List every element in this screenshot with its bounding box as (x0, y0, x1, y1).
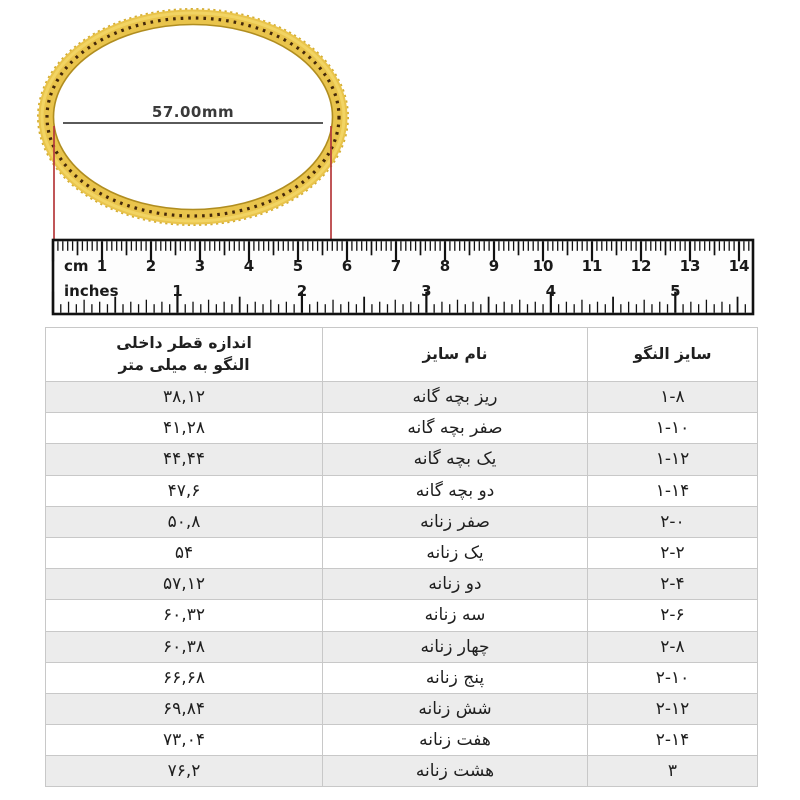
diameter-cell: ۳۸,۱۲ (45, 380, 323, 414)
diameter-cell: ۶۶,۶۸ (45, 661, 323, 694)
size-cell: ۱-۸ (587, 380, 758, 414)
ruler-body (51, 238, 755, 316)
svg-text:12: 12 (631, 257, 652, 275)
table-row: ۲-۰ صفر زنانه ۵۰,۸ (45, 505, 758, 538)
table-row: ۲-۴ دو زنانه ۵۷,۱۲ (45, 568, 758, 601)
table-row: ۲-۸ چهار زنانه ۶۰,۳۸ (45, 630, 758, 663)
svg-text:1: 1 (97, 257, 107, 275)
name-cell: صفر بچه گانه (322, 412, 588, 445)
header-bangle-size: سایز النگو (587, 327, 758, 382)
size-cell: ۲-۴ (587, 568, 758, 601)
table-row: ۱-۸ ریز بچه گانه ۳۸,۱۲ (45, 380, 758, 414)
diameter-cell: ۴۷,۶ (45, 474, 323, 507)
diameter-cell: ۶۰,۳۲ (45, 599, 323, 632)
table-row: ۳ هشت زنانه ۷۶,۲ (45, 755, 758, 788)
table-row: ۱-۱۰ صفر بچه گانه ۴۱,۲۸ (45, 412, 758, 445)
diameter-cell: ۵۷,۱۲ (45, 568, 323, 601)
table-row: ۲-۱۲ شش زنانه ۶۹,۸۴ (45, 692, 758, 726)
diameter-cell: ۵۴ (45, 536, 323, 570)
svg-text:5: 5 (670, 282, 680, 300)
table-row: ۲-۲ یک زنانه ۵۴ (45, 536, 758, 570)
size-cell: ۲-۱۲ (587, 692, 758, 726)
svg-text:11: 11 (582, 257, 603, 275)
svg-text:4: 4 (546, 282, 556, 300)
table-row: ۱-۱۲ یک بچه گانه ۴۴,۴۴ (45, 443, 758, 476)
table-row: ۲-۱۰ پنج زنانه ۶۶,۶۸ (45, 661, 758, 694)
header-size-name: نام سایز (322, 327, 588, 382)
name-cell: صفر زنانه (322, 505, 588, 538)
diameter-cell: ۴۴,۴۴ (45, 443, 323, 476)
name-cell: یک زنانه (322, 536, 588, 570)
size-cell: ۲-۶ (587, 599, 758, 632)
name-cell: ریز بچه گانه (322, 380, 588, 414)
diameter-label: 57.00mm (152, 103, 234, 121)
svg-text:2: 2 (297, 282, 307, 300)
svg-text:5: 5 (293, 257, 303, 275)
svg-text:14: 14 (729, 257, 750, 275)
bangle-stones (45, 16, 341, 218)
svg-text:3: 3 (421, 282, 431, 300)
size-cell: ۳ (587, 755, 758, 788)
bangle-size-table: سایز النگو نام سایز اندازه قطر داخلی الن… (45, 327, 758, 788)
size-cell: ۲-۰ (587, 505, 758, 538)
ruler-numbers: 1 2 3 4 5 6 7 8 9 10 11 12 13 141 2 3 4 5 (97, 257, 750, 300)
ruler: cm inches 1 2 3 4 5 6 7 8 9 10 11 12 13 141 2 3 4 5 (51, 238, 755, 316)
size-cell: ۱-۱۴ (587, 474, 758, 507)
diameter-cell: ۶۰,۳۸ (45, 630, 323, 663)
bangle-band-highlight (40, 11, 346, 223)
name-cell: چهار زنانه (322, 630, 588, 663)
svg-text:6: 6 (342, 257, 352, 275)
name-cell: پنج زنانه (322, 661, 588, 694)
name-cell: سه زنانه (322, 599, 588, 632)
name-cell: یک بچه گانه (322, 443, 588, 476)
svg-text:9: 9 (489, 257, 499, 275)
svg-text:4: 4 (244, 257, 254, 275)
bangle-inner-rim (52, 23, 334, 211)
svg-text:8: 8 (440, 257, 450, 275)
diameter-cell: ۷۶,۲ (45, 755, 323, 788)
diameter-cell: ۴۱,۲۸ (45, 412, 323, 445)
ruler-ticks (51, 241, 750, 313)
table-row: ۲-۶ سه زنانه ۶۰,۳۲ (45, 599, 758, 632)
name-cell: شش زنانه (322, 692, 588, 726)
name-cell: دو زنانه (322, 568, 588, 601)
ruler-cm-label: cm (64, 257, 89, 275)
svg-text:10: 10 (533, 257, 554, 275)
table-header-row: سایز النگو نام سایز اندازه قطر داخلی الن… (45, 327, 758, 382)
svg-text:2: 2 (146, 257, 156, 275)
diameter-cell: ۷۳,۰۴ (45, 724, 323, 757)
size-cell: ۲-۱۰ (587, 661, 758, 694)
size-cell: ۱-۱۲ (587, 443, 758, 476)
svg-text:3: 3 (195, 257, 205, 275)
table-row: ۲-۱۴ هفت زنانه ۷۳,۰۴ (45, 724, 758, 757)
header-inner-diameter: اندازه قطر داخلی النگو به میلی متر (45, 327, 323, 382)
size-cell: ۱-۱۰ (587, 412, 758, 445)
size-cell: ۲-۲ (587, 536, 758, 570)
gold-bangle-image (37, 8, 349, 226)
name-cell: هفت زنانه (322, 724, 588, 757)
svg-text:1: 1 (172, 282, 182, 300)
name-cell: دو بچه گانه (322, 474, 588, 507)
ruler-inches-label: inches (64, 282, 119, 300)
diameter-cell: ۵۰,۸ (45, 505, 323, 538)
size-cell: ۲-۸ (587, 630, 758, 663)
name-cell: هشت زنانه (322, 755, 588, 788)
bangle-size-figure: 57.00mm cm inches 1 2 3 4 5 6 7 8 9 10 11 12 13 141 2 3… (37, 8, 755, 316)
size-cell: ۲-۱۴ (587, 724, 758, 757)
svg-text:7: 7 (391, 257, 401, 275)
table-row: ۱-۱۴ دو بچه گانه ۴۷,۶ (45, 474, 758, 507)
svg-text:13: 13 (680, 257, 701, 275)
diameter-cell: ۶۹,۸۴ (45, 692, 323, 726)
